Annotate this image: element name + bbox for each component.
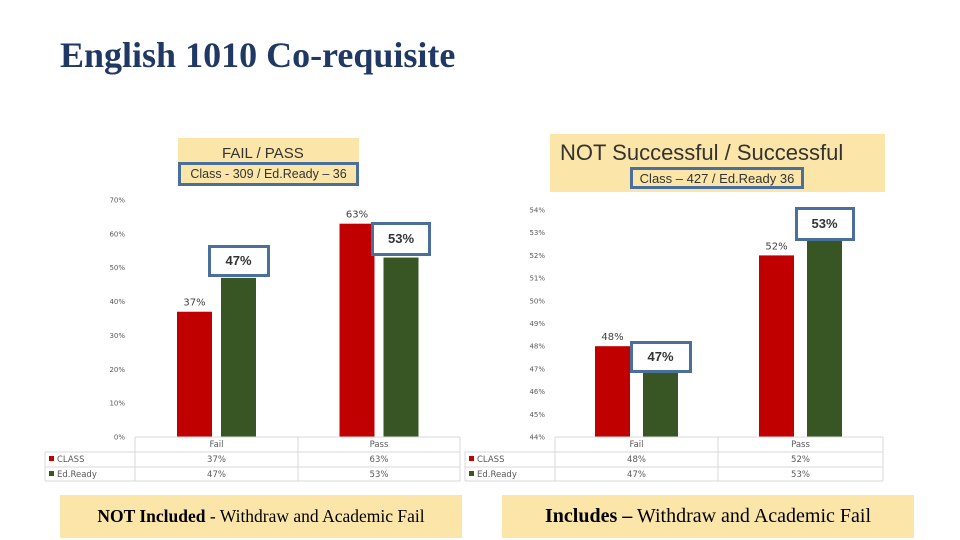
bar-class-pass [759,255,794,437]
y-tick-label: 54% [529,207,545,215]
y-tick-label: 40% [109,298,125,306]
note-left: NOT Included - Withdraw and Academic Fai… [60,495,462,538]
note-left-rest: - Withdraw and Academic Fail [205,506,425,526]
legend-swatch [469,471,474,476]
bar-edready-pass [807,232,842,437]
table-value: 37% [207,455,226,465]
chart-subtitle: Class - 309 / Ed.Ready – 36 [178,162,359,186]
data-label: 37% [183,298,205,309]
note-right-bold: Includes – [544,505,633,527]
category-label: Pass [791,440,810,450]
y-tick-label: 51% [529,275,545,283]
data-table: Fail Pass CLASS 48% 52% Ed.Ready 47% 53% [464,436,884,482]
highlighted-data-label: 53% [371,221,431,256]
chart-plot: 0% 10% 20% 30% 40% 50% 60% 70% 37% 63% Fail Pass CLA… [44,197,461,482]
legend-swatch [469,456,474,461]
bar-edready-pass [383,257,419,437]
slide-title: English 1010 Co-requisite [60,35,456,75]
y-tick-label: 46% [529,388,545,396]
note-right: Includes – Withdraw and Academic Fail [502,495,914,538]
table-value: 47% [627,470,646,480]
y-tick-label: 53% [529,229,545,237]
data-label: 52% [765,241,787,252]
category-label: Pass [370,440,389,450]
chart-not-successful-successful: NOT Successful / Successful Class – 427 … [464,134,887,486]
y-tick-label: 49% [529,320,545,328]
note-right-rest: Withdraw and Academic Fail [632,505,871,527]
y-tick-label: 10% [109,400,125,408]
data-label: 48% [601,332,623,343]
chart-fail-pass: FAIL / PASS Class - 309 / Ed.Ready – 36 … [44,134,467,486]
y-tick-label: 47% [529,365,545,373]
category-label: Fail [209,440,223,450]
y-tick-label: 60% [109,230,125,238]
bar-class-fail [595,346,630,437]
chart-title-band [178,138,359,164]
legend-swatch [49,456,54,461]
table-value: 52% [791,455,810,465]
chart-subtitle: Class – 427 / Ed.Ready 36 [630,167,804,189]
table-value: 48% [627,455,646,465]
bar-class-fail [177,311,212,437]
legend-series-name: CLASS [477,455,504,465]
table-value: 53% [791,470,810,480]
note-left-bold: NOT Included [97,506,206,526]
y-tick-label: 0% [114,434,125,442]
legend-series-name: CLASS [57,455,84,465]
legend-series-name: Ed.Ready [57,470,97,480]
y-tick-label: 50% [529,297,545,305]
legend-series-name: Ed.Ready [477,470,517,480]
data-table: Fail Pass CLASS 37% 63% Ed.Ready 47% 53% [44,436,461,482]
highlighted-data-label: 53% [794,206,855,241]
y-tick-label: 70% [109,197,125,205]
chart-title: NOT Successful / Successful [560,140,844,165]
table-value: 63% [370,455,389,465]
category-label: Fail [629,440,643,450]
bar-edready-fail [221,277,256,437]
y-tick-label: 20% [109,366,125,374]
y-tick-label: 50% [109,264,125,272]
y-tick-label: 52% [529,252,545,260]
bar-edready-fail [643,368,678,437]
data-label: 63% [346,210,368,221]
highlighted-data-label: 47% [629,340,692,373]
chart-plot: 44%45%46%47%48%49%50%51%52%53%54%48%52%F… [464,207,884,482]
y-tick-label: 44% [529,434,545,442]
bar-class-pass [339,223,375,437]
y-tick-label: 45% [529,411,545,419]
table-value: 47% [207,470,226,480]
highlighted-data-label: 47% [207,244,270,277]
table-value: 53% [370,470,389,480]
y-tick-label: 30% [109,332,125,340]
chart-title: FAIL / PASS [222,145,304,162]
legend-swatch [49,471,54,476]
y-tick-label: 48% [529,343,545,351]
